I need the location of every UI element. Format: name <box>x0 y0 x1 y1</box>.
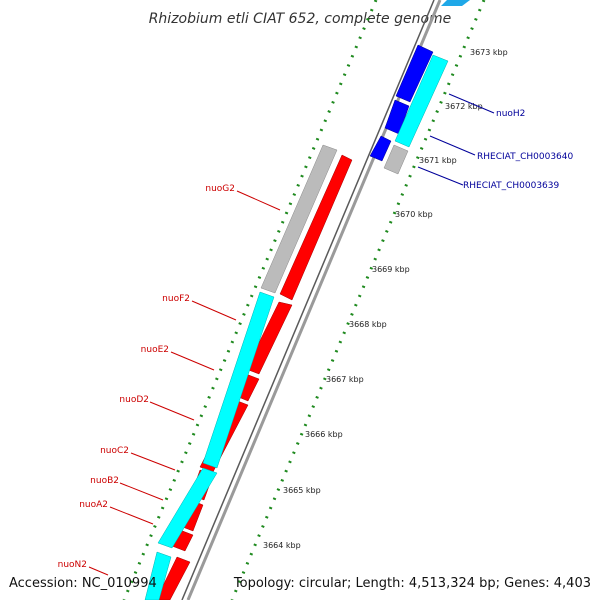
tick-label-3673: 3673 kbp <box>470 48 508 57</box>
tick-label-3667: 3667 kbp <box>326 375 364 384</box>
gene-arrow-nuoG2-red[interactable] <box>279 154 353 301</box>
leader-nuoD2 <box>149 401 195 421</box>
gene-label-nuoD2[interactable]: nuoD2 <box>119 395 149 405</box>
gene-label-nuoH2[interactable]: nuoH2 <box>496 109 525 119</box>
gene-arrow-cyan-bottom[interactable] <box>144 551 172 600</box>
backbone-line-shadow <box>181 0 435 600</box>
gene-arrow-nuoH2-blue[interactable] <box>395 44 434 103</box>
leader-nuoE2 <box>170 351 215 371</box>
gene-label-nuoF2[interactable]: nuoF2 <box>162 294 190 304</box>
gene-label-nuoG2[interactable]: nuoG2 <box>205 184 235 194</box>
leader-nuoC2 <box>130 452 176 471</box>
genome-backbone <box>181 0 442 600</box>
tick-label-3668: 3668 kbp <box>349 320 387 329</box>
tick-label-3671: 3671 kbp <box>419 156 457 165</box>
leader-nuoA2 <box>109 506 154 525</box>
tick-label-3665: 3665 kbp <box>283 486 321 495</box>
leader-nuoH2 <box>448 93 495 114</box>
leader-nuoB2 <box>119 482 164 501</box>
gene-labels: nuoH2 RHECIAT_CH0003640 RHECIAT_CH000363… <box>58 109 574 570</box>
map-title: Rhizobium etli CIAT 652, complete genome <box>149 11 452 27</box>
tick-label-3666: 3666 kbp <box>305 430 343 439</box>
gene-label-nuoC2[interactable]: nuoC2 <box>100 446 129 456</box>
gene-label-nuoB2[interactable]: nuoB2 <box>90 476 119 486</box>
gene-label-nuoA2[interactable]: nuoA2 <box>79 500 108 510</box>
gene-label-nuoE2[interactable]: nuoE2 <box>141 345 169 355</box>
leader-RHECIAT_CH0003640 <box>429 135 476 156</box>
tick-label-3664: 3664 kbp <box>263 541 301 550</box>
leader-RHECIAT_CH0003639 <box>417 166 464 186</box>
label-leader-lines <box>88 93 495 576</box>
leader-nuoF2 <box>191 300 237 321</box>
leader-nuoN2 <box>88 566 109 576</box>
tick-labels: 3673 kbp 3672 kbp 3671 kbp 3670 kbp 3669… <box>263 48 508 550</box>
gene-arrow-RHECIAT_CH0003640-gray[interactable] <box>383 144 409 175</box>
accession-text: Accession: NC_010994 <box>9 576 157 591</box>
leader-nuoG2 <box>236 190 281 211</box>
backbone-line <box>186 0 442 600</box>
gene-arrow-top-cyan[interactable] <box>441 0 470 6</box>
gene-features <box>144 0 470 600</box>
tick-label-3672: 3672 kbp <box>445 102 483 111</box>
gene-label-RHECIAT_CH0003640[interactable]: RHECIAT_CH0003640 <box>477 152 574 162</box>
gene-arrow-nuoG2-gray[interactable] <box>260 144 338 294</box>
gene-arrow-nuoH2-cyan[interactable] <box>394 54 449 148</box>
tick-label-3669: 3669 kbp <box>372 265 410 274</box>
genome-summary-text: Topology: circular; Length: 4,513,324 bp… <box>233 576 591 591</box>
gene-arrow-RHECIAT_CH0003639-blue[interactable] <box>369 135 392 162</box>
gene-label-RHECIAT_CH0003639[interactable]: RHECIAT_CH0003639 <box>463 181 560 191</box>
gene-arrow-cyan-lower[interactable] <box>157 467 218 549</box>
gene-label-nuoN2[interactable]: nuoN2 <box>58 560 87 570</box>
gene-arrow-cyan-long[interactable] <box>202 291 275 469</box>
tick-label-3670: 3670 kbp <box>395 210 433 219</box>
